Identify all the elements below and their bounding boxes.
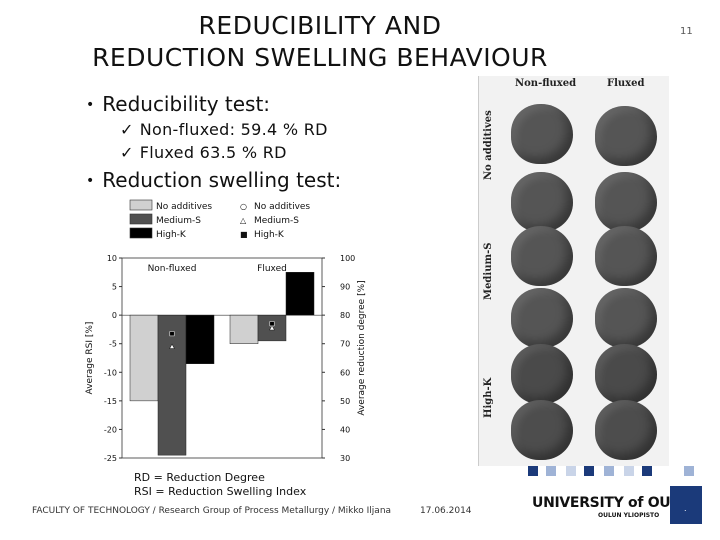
- legend-marker: △: [240, 216, 247, 225]
- check-item: ✓ Non-fluxed: 59.4 % RD: [120, 120, 328, 139]
- right-tick-label: 40: [340, 425, 350, 434]
- photo-col-label: Fluxed: [607, 78, 645, 89]
- decor-square: [566, 466, 576, 476]
- badge-dot-icon: .: [684, 504, 687, 513]
- decor-square: [684, 466, 694, 476]
- bar: [285, 272, 315, 316]
- left-tick-label: 10: [107, 254, 117, 263]
- rd-marker: [168, 343, 176, 349]
- legend-marker: ○: [240, 202, 247, 211]
- pellet-image: [595, 226, 657, 286]
- slide-number: 11: [680, 26, 693, 37]
- legend-swatch: [129, 199, 153, 211]
- left-tick-label: 0: [112, 311, 117, 320]
- decor-square: [528, 466, 538, 476]
- university-logo-subtext: OULUN YLIOPISTO: [598, 512, 660, 519]
- right-tick-label: 70: [340, 340, 350, 349]
- bullet-reducibility: • Reducibility test:: [86, 92, 270, 116]
- legend-label: High-K: [156, 230, 187, 240]
- right-tick-label: 100: [340, 254, 355, 263]
- legend-marker: ■: [240, 230, 248, 239]
- rd-marker: [269, 321, 275, 327]
- legend-swatch: [129, 213, 153, 225]
- footer-date: 17.06.2014: [420, 506, 472, 516]
- photo-col-label: Non-fluxed: [515, 78, 577, 89]
- bullet-swelling: • Reduction swelling test:: [86, 168, 341, 192]
- left-tick-label: -20: [104, 425, 117, 434]
- left-tick-label: -15: [104, 397, 117, 406]
- right-tick-label: 50: [340, 397, 350, 406]
- left-tick-label: -10: [104, 368, 117, 377]
- footer-faculty: FACULTY OF TECHNOLOGY / Research Group o…: [32, 506, 392, 516]
- plot-frame: [121, 257, 323, 459]
- pellet-image: [595, 172, 657, 232]
- legend-label: No additives: [254, 202, 310, 212]
- photo-row-label: Medium-S: [483, 242, 494, 300]
- university-badge: .: [670, 486, 702, 524]
- right-tick-label: 60: [340, 368, 350, 377]
- pellet-image: [511, 226, 573, 286]
- pellet-image: [511, 344, 573, 404]
- photo-row-label: No additives: [483, 110, 494, 180]
- right-axis-label: Average reduction degree [%]: [357, 280, 367, 415]
- category-label: Fluxed: [257, 264, 287, 274]
- bar: [229, 314, 259, 344]
- decor-square: [604, 466, 614, 476]
- bullet-text: Reduction swelling test:: [102, 168, 342, 192]
- rsi-chart: No additives Medium-S High-K ○ No additives △…: [85, 199, 367, 463]
- pellet-image: [595, 344, 657, 404]
- legend-label: Medium-S: [254, 216, 299, 226]
- rd-marker: [169, 331, 175, 337]
- bullet-dot-icon: •: [86, 97, 95, 113]
- left-tick-label: 5: [112, 283, 117, 292]
- decor-square: [642, 466, 652, 476]
- bar: [157, 314, 187, 456]
- title-line-2: REDUCTION SWELLING BEHAVIOUR: [92, 43, 548, 72]
- photo-row-label: High-K: [483, 377, 494, 418]
- pellet-image: [511, 172, 573, 232]
- rd-marker: [268, 324, 276, 331]
- legend-label: Medium-S: [156, 216, 201, 226]
- note-rd: RD = Reduction Degree: [134, 471, 265, 484]
- bar: [185, 314, 215, 364]
- checkmark-icon: ✓: [120, 120, 134, 139]
- right-tick-label: 90: [340, 283, 350, 292]
- decor-square: [546, 466, 556, 476]
- checkmark-icon: ✓: [120, 143, 134, 162]
- check-text: Non-fluxed: 59.4 % RD: [139, 120, 328, 139]
- right-tick-label: 80: [340, 311, 350, 320]
- left-tick-label: -5: [109, 340, 117, 349]
- left-axis-label: Average RSI [%]: [85, 322, 95, 395]
- left-tick-label: -25: [104, 454, 117, 463]
- university-logo-text: UNIVERSITY of OULU: [532, 495, 690, 511]
- check-text: Fluxed 63.5 % RD: [139, 143, 287, 162]
- legend-label: High-K: [254, 230, 285, 240]
- pellet-photo: Non-fluxed Fluxed No additives Medium-S …: [478, 76, 669, 466]
- bullet-text: Reducibility test:: [102, 92, 271, 116]
- category-label: Non-fluxed: [148, 264, 197, 274]
- pellet-image: [511, 104, 573, 164]
- pellet-image: [595, 106, 657, 166]
- legend-label: No additives: [156, 202, 212, 212]
- pellet-image: [595, 400, 657, 460]
- decor-square: [584, 466, 594, 476]
- bar: [129, 314, 159, 402]
- pellet-image: [511, 400, 573, 460]
- decor-square: [624, 466, 634, 476]
- pellet-image: [595, 288, 657, 348]
- right-tick-label: 30: [340, 454, 350, 463]
- legend-swatch: [129, 227, 153, 239]
- check-item: ✓ Fluxed 63.5 % RD: [120, 143, 287, 162]
- pellet-image: [511, 288, 573, 348]
- note-rsi: RSI = Reduction Swelling Index: [134, 485, 307, 498]
- title-line-1: REDUCIBILITY AND: [198, 11, 442, 40]
- bullet-dot-icon: •: [86, 173, 95, 189]
